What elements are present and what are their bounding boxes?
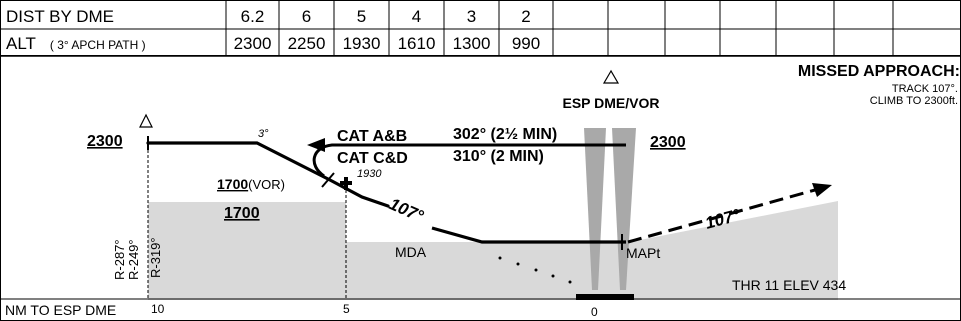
msa-area (148, 202, 620, 300)
fix-cross-icon (340, 177, 352, 190)
alt-cell: 2300 (234, 34, 272, 53)
threshold-label: THR 11 ELEV 434 (732, 277, 846, 293)
scale-label: NM TO ESP DME (5, 302, 116, 318)
runway-bar (576, 294, 634, 300)
dist-cell: 4 (412, 7, 421, 26)
course-cd-label: 310° (2 MIN) (453, 148, 544, 165)
missed-approach-arrowhead (812, 183, 832, 197)
mapt-label: MAPt (626, 245, 660, 261)
mda-label: MDA (395, 244, 427, 260)
left-fix-triangle-icon (139, 113, 153, 128)
dist-row-label: DIST BY DME (6, 7, 114, 26)
dist-cell: 5 (357, 7, 366, 26)
procedure-turn-path (312, 143, 626, 178)
approach-path (146, 141, 390, 208)
missed-approach-title: MISSED APPROACH: (798, 63, 960, 80)
missed-approach-line2: CLIMB TO 2300ft. (870, 95, 958, 107)
scale-tick: 5 (343, 302, 350, 316)
scale-tick: 10 (151, 302, 165, 316)
vor-triangle-icon (602, 69, 620, 84)
procedure-turn-arrowhead (307, 138, 325, 152)
facility-name: ESP DME/VOR (563, 95, 660, 111)
alt-cell: 990 (512, 34, 540, 53)
dme-altitude-table: DIST BY DME ALT( 3° APCH PATH ) 6.2 6 5 … (0, 0, 961, 57)
dist-cell: 6 (302, 7, 311, 26)
initial-altitude: 2300 (87, 133, 123, 150)
hold-altitude: 2300 (650, 134, 686, 151)
radial-label: R-319° (148, 237, 163, 278)
visual-descent-dots (498, 256, 572, 284)
missed-approach-path (627, 188, 816, 244)
alt-row-label: ALT( 3° APCH PATH ) (6, 34, 146, 53)
alt-cell: 1610 (398, 34, 436, 53)
threshold-terrain (620, 201, 838, 300)
dist-cell: 3 (467, 7, 476, 26)
scale-tick: 0 (591, 305, 598, 319)
cat-cd-label: CAT C&D (337, 150, 408, 167)
vor-altitude: 1700(VOR) (217, 176, 285, 192)
cat-ab-label: CAT A&B (337, 128, 407, 145)
fix-altitude: 1930 (357, 168, 382, 180)
inbound-track: 107° (386, 194, 426, 226)
vor-beam-right (612, 128, 636, 290)
vor-fix-tick (321, 172, 335, 188)
course-ab-label: 302° (2½ MIN) (453, 126, 557, 143)
vor-beam-left (584, 128, 606, 290)
msa-altitude: 1700 (224, 205, 260, 222)
final-descent-segment (431, 226, 626, 244)
radial-label: R-249° (126, 239, 141, 280)
alt-cell: 1300 (453, 34, 491, 53)
missed-approach-line1: TRACK 107°. (892, 83, 958, 95)
alt-cell: 1930 (343, 34, 381, 53)
glide-angle: 3° (258, 128, 269, 140)
dist-cell: 2 (521, 7, 530, 26)
dist-cell: 6.2 (241, 7, 265, 26)
radial-label: R-287° (112, 239, 127, 280)
alt-cell: 2250 (288, 34, 326, 53)
